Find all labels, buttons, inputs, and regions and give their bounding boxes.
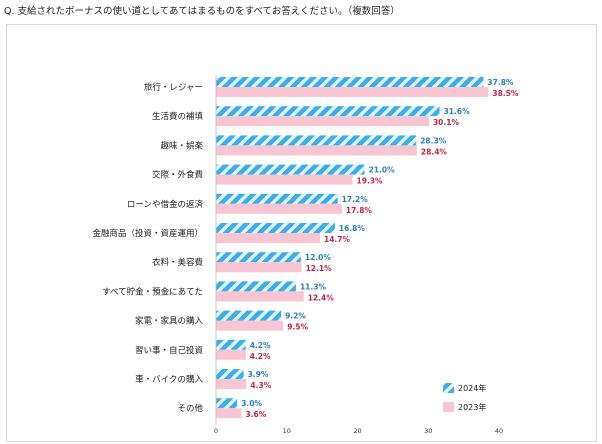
bar-2023	[216, 349, 246, 360]
x-tick-label: 40	[495, 427, 503, 435]
x-tick-label: 20	[353, 427, 361, 435]
bar-2023	[216, 145, 417, 156]
data-label-2023: 30.1%	[433, 118, 460, 127]
bar-2024	[216, 339, 246, 350]
data-label-2023: 9.5%	[287, 323, 308, 332]
category-label: すべて貯金・預金にあてた	[102, 286, 203, 297]
data-label-2023: 12.4%	[308, 293, 335, 302]
data-label-2023: 12.1%	[306, 264, 333, 273]
bar-2023	[216, 116, 429, 127]
x-tick-label: 0	[214, 427, 218, 435]
data-label-2024: 31.6%	[444, 107, 471, 116]
data-label-2024: 4.2%	[250, 341, 271, 350]
bar-chart: 旅行・レジャー 37.8% 38.5% 生活費の補填 31.6% 30.1% 趣味・娯楽 28…	[92, 75, 519, 435]
data-label-2024: 3.0%	[241, 399, 262, 408]
bar-2023	[216, 320, 284, 331]
bar-2023	[216, 291, 304, 302]
bar-2023	[216, 379, 247, 389]
data-label-2024: 28.3%	[420, 136, 447, 145]
bar-2024	[216, 223, 335, 233]
data-label-2023: 17.8%	[346, 206, 373, 215]
data-label-2024: 17.2%	[342, 195, 369, 204]
x-tick-label: 10	[283, 427, 291, 435]
data-label-2024: 3.9%	[248, 370, 269, 379]
category-label: 趣味・娯楽	[160, 140, 203, 151]
bar-2024	[216, 164, 365, 175]
data-label-2023: 4.3%	[250, 381, 271, 390]
category-label: 交際・外食費	[152, 170, 204, 181]
bar-2024	[216, 135, 417, 146]
bar-2024	[216, 398, 238, 409]
bar-2023	[216, 87, 489, 97]
data-label-2023: 3.6%	[245, 410, 266, 419]
bar-2024	[216, 281, 296, 292]
category-label: その他	[177, 403, 203, 414]
data-label-2024: 9.2%	[285, 312, 306, 321]
bar-2024	[216, 369, 244, 379]
bar-2023	[216, 203, 342, 214]
chart-frame: 旅行・レジャー 37.8% 38.5% 生活費の補填 31.6% 30.1% 趣味・娯楽 28…	[6, 24, 597, 442]
bar-2023	[216, 262, 302, 273]
bar-2024	[216, 106, 440, 117]
category-label: 家電・家具の購入	[135, 316, 204, 327]
data-label-2024: 11.3%	[300, 282, 327, 291]
bar-2023	[216, 174, 353, 185]
category-label: 金融商品（投資・資産運用）	[92, 228, 203, 239]
category-label: 生活費の補填	[152, 111, 204, 122]
data-label-2024: 21.0%	[369, 166, 396, 175]
x-tick-label: 30	[424, 427, 432, 435]
question-text: Q. 支給されたボーナスの使い道としてあてはまるものをすべてお答えください。（複…	[4, 6, 400, 17]
data-label-2023: 38.5%	[492, 89, 519, 98]
bar-2024	[216, 252, 301, 263]
data-label-2023: 4.2%	[250, 352, 271, 361]
data-label-2023: 28.4%	[421, 147, 448, 156]
bar-2023	[216, 408, 242, 419]
data-label-2024: 16.8%	[339, 224, 366, 233]
category-label: 衣料・美容費	[152, 257, 204, 268]
data-label-2024: 12.0%	[305, 253, 332, 262]
bar-2024	[216, 310, 282, 321]
bar-2024	[216, 77, 484, 87]
bar-2024	[216, 193, 338, 204]
data-label-2024: 37.8%	[487, 78, 514, 87]
category-label: 習い事・自己投資	[135, 345, 203, 356]
data-label-2023: 19.3%	[357, 177, 384, 186]
category-label: 旅行・レジャー	[144, 82, 203, 93]
legend-swatch-2023	[443, 402, 454, 412]
legend-swatch-2024	[443, 383, 454, 393]
data-label-2023: 14.7%	[324, 235, 351, 244]
legend-label-2024: 2024年	[458, 383, 486, 393]
bar-2023	[216, 233, 321, 243]
legend-label-2023: 2023年	[458, 402, 486, 412]
category-label: 車・バイクの購入	[135, 374, 203, 385]
category-label: ローンや借金の返済	[127, 199, 204, 210]
